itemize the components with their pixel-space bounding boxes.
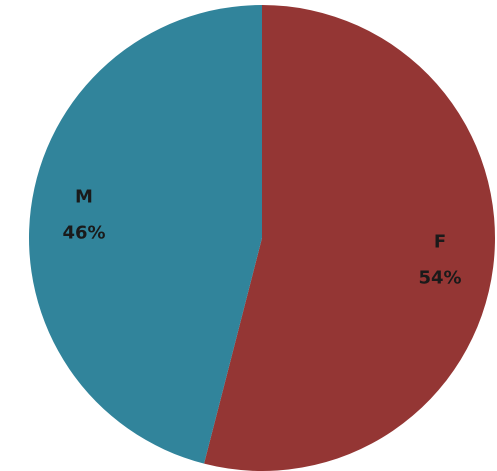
pie-slice bbox=[204, 5, 496, 471]
slice-value-label: 46% bbox=[62, 223, 105, 244]
slice-category-label: F bbox=[434, 231, 446, 252]
pie-slice bbox=[29, 5, 263, 464]
slice-value-label: 54% bbox=[418, 267, 461, 288]
slice-category-label: M bbox=[75, 187, 93, 208]
